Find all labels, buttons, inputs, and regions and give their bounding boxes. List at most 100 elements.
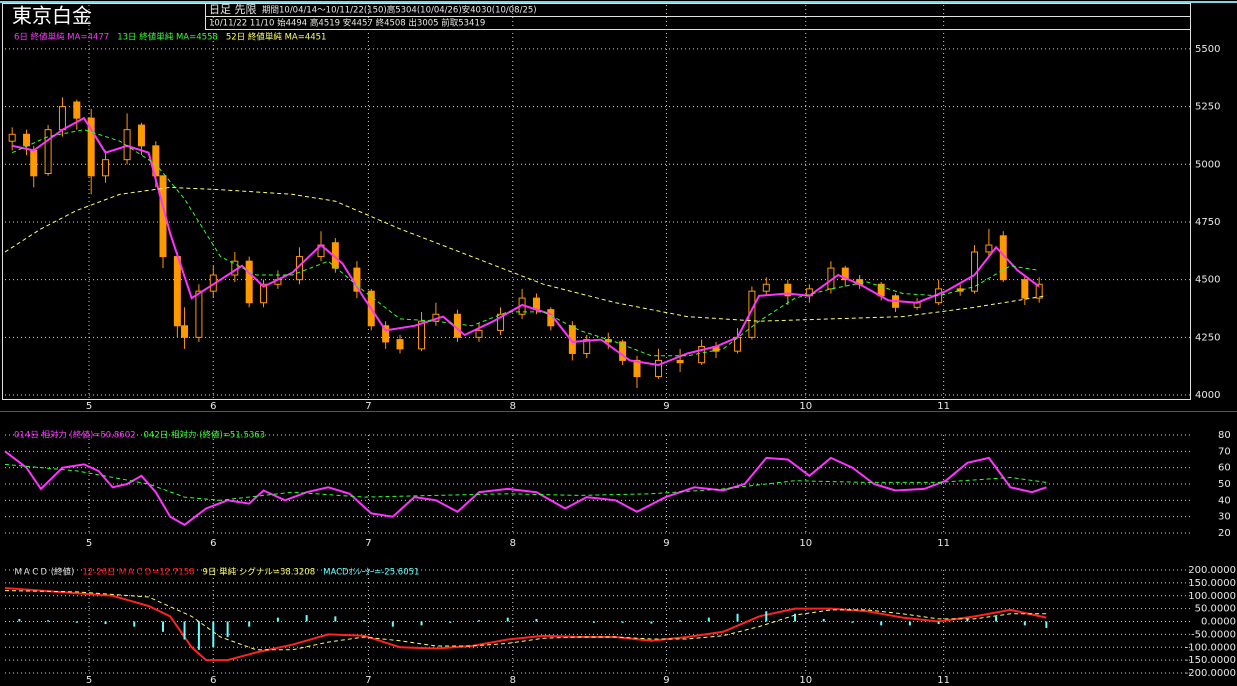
y-tick-label: 200.0000 [1188,565,1236,576]
series-line [4,587,1047,662]
candle-body [698,346,706,364]
x-tick-label: 5 [86,401,92,412]
candle-body [245,260,253,304]
oscillator-bar [162,621,164,632]
candle-body [123,129,131,161]
candle-body [137,124,145,147]
oscillator-bar [391,621,394,627]
y-tick-label: 50 [1218,479,1231,490]
oscillator-bar [765,611,768,622]
y-tick-label: 50.0000 [1195,604,1236,615]
candle-body [102,159,110,177]
chart-mode: 日足 先限 [209,3,257,16]
oscillator-bar [736,613,739,622]
candle-body [87,117,95,177]
x-tick-label: 10 [799,401,812,412]
candle-body [44,129,52,175]
candle-body [418,320,426,350]
candle-body [583,339,591,354]
candle-body [23,133,31,147]
x-tick-label: 11 [937,538,950,549]
oscillator-bar [133,621,136,627]
candle-body [676,359,684,364]
y-tick-label: 150.0000 [1188,578,1236,589]
x-tick-label: 11 [937,401,950,412]
legend-entry: 52日 終値単純 MA=4451 [226,32,327,43]
candle-body [633,359,641,378]
y-tick-label: 5500 [1195,44,1220,55]
candle-body [58,106,66,131]
x-tick-label: 5 [86,675,92,686]
candle-body [195,290,203,338]
oscillator-bar [104,621,107,625]
candle-body [1021,279,1029,299]
series-line [11,116,1040,367]
y-tick-label: 20 [1218,528,1231,539]
y-tick-label: 100.0000 [1188,591,1236,602]
x-tick-label: 9 [663,538,669,549]
oscillator-bar [420,621,423,626]
legend-entry: 12-26日 ＭＡＣＤ=12.7158 [82,568,194,578]
candle-body [497,313,505,331]
oscillator-bar [47,620,50,622]
candle-body [260,283,268,304]
y-tick-label: 5000 [1195,159,1220,170]
oscillator-bar [334,616,337,622]
y-tick-label: 4250 [1195,332,1220,343]
oscillator-bar [995,616,998,622]
legend-entry: 6日 終値単純 MA=4477 [14,32,109,43]
x-tick-label: 8 [510,675,516,686]
candle-body [173,256,181,327]
candle-body [73,101,81,119]
y-tick-label: 80 [1218,430,1231,441]
candle-body [762,283,770,292]
candle-body [784,283,792,297]
oscillator-bar [592,621,595,623]
x-tick-label: 6 [210,675,216,686]
x-tick-label: 7 [365,675,371,686]
oscillator-bar [908,621,911,626]
oscillator-bar [650,621,653,624]
y-tick-label: 4500 [1195,275,1220,286]
oscillator-bar [1023,621,1026,626]
oscillator-bar [707,617,710,622]
legend-entry: 9日 単純 シグナル=38.3208 [203,567,316,578]
y-tick-label: -200.0000 [1185,668,1236,679]
y-tick-label: 4750 [1195,217,1220,228]
x-tick-label: 7 [365,401,371,412]
oscillator-bar [621,621,624,623]
y-tick-label: -50.0000 [1191,629,1236,640]
x-tick-label: 6 [210,401,216,412]
oscillator-bar [449,621,452,623]
candle-body [152,145,160,177]
series-line [11,129,1040,357]
x-tick-label: 6 [210,538,216,549]
oscillator-bar [18,618,21,622]
x-tick-label: 5 [86,538,92,549]
y-tick-label: 30 [1218,512,1231,523]
oscillator-bar [363,620,366,622]
legend-entry: MACDｵｼﾚｰﾀｰ=-25.6051 [323,568,419,578]
x-tick-label: 10 [799,538,812,549]
candle-body [382,325,390,343]
y-tick-label: 70 [1218,446,1231,457]
oscillator-bar [75,621,78,623]
candle-body [181,325,189,338]
candle-body [1035,283,1043,299]
x-tick-label: 9 [663,675,669,686]
candle-body [956,288,964,292]
oscillator-bar [248,621,251,627]
candle-body [396,339,404,350]
series-line [4,463,1047,501]
oscillator-bar [212,621,215,648]
quote-info: 10/11/22 11/10 始4494 高4519 安4457 終4508 出… [209,18,485,29]
y-tick-label: 4000 [1195,390,1220,401]
x-tick-label: 9 [663,401,669,412]
candle-body [985,244,993,253]
oscillator-bar [794,613,796,622]
legend-entry: 042日 相対力 (終値)=51.5363 [144,430,266,441]
legend-entry: 014日 相対力 (終値)=50.8602 [14,430,136,441]
